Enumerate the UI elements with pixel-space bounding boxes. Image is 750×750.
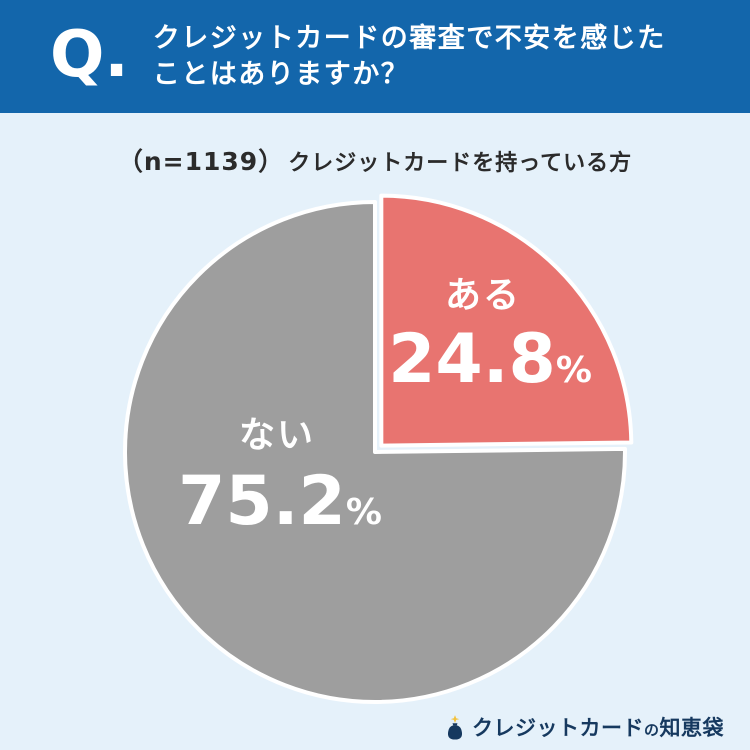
question-header: Q. クレジットカードの審査で不安を感じた ことはありますか？ (0, 0, 750, 113)
logo-text-part2: 知恵袋 (659, 716, 724, 740)
logo-text: クレジットカードの知恵袋 (472, 712, 724, 742)
pouch-icon (447, 714, 462, 740)
slice-value-yes: 24.8% (388, 326, 592, 394)
site-logo: クレジットカードの知恵袋 (444, 712, 724, 742)
percent-sign: % (345, 492, 382, 533)
pie-chart: ある 24.8% ない 75.2% (115, 192, 635, 712)
slice-value-no: 75.2% (178, 468, 382, 536)
pie-svg (123, 193, 634, 704)
question-line-2: ことはありますか？ (152, 58, 410, 90)
percent-sign: % (555, 350, 592, 391)
slice-value-no-number: 75.2 (178, 462, 346, 541)
sample-size-label: （n=1139） (117, 147, 285, 176)
slice-label-yes: ある (444, 275, 522, 316)
logo-text-part1: クレジットカード (471, 716, 644, 740)
audience-label: クレジットカードを持っている方 (288, 151, 633, 176)
logo-text-particle: の (643, 721, 660, 739)
slice-label-no: ない (238, 415, 316, 456)
pie-slice-1 (123, 200, 627, 704)
pie-slice-0 (379, 193, 634, 448)
question-line-1: クレジットカードの審査で不安を感じた (152, 22, 666, 54)
question-text: クレジットカードの審査で不安を感じた ことはありますか？ (153, 21, 666, 92)
sample-caption: （n=1139） クレジットカードを持っている方 (0, 142, 750, 178)
q-mark: Q. (50, 17, 129, 92)
slice-value-yes-number: 24.8 (388, 320, 556, 399)
